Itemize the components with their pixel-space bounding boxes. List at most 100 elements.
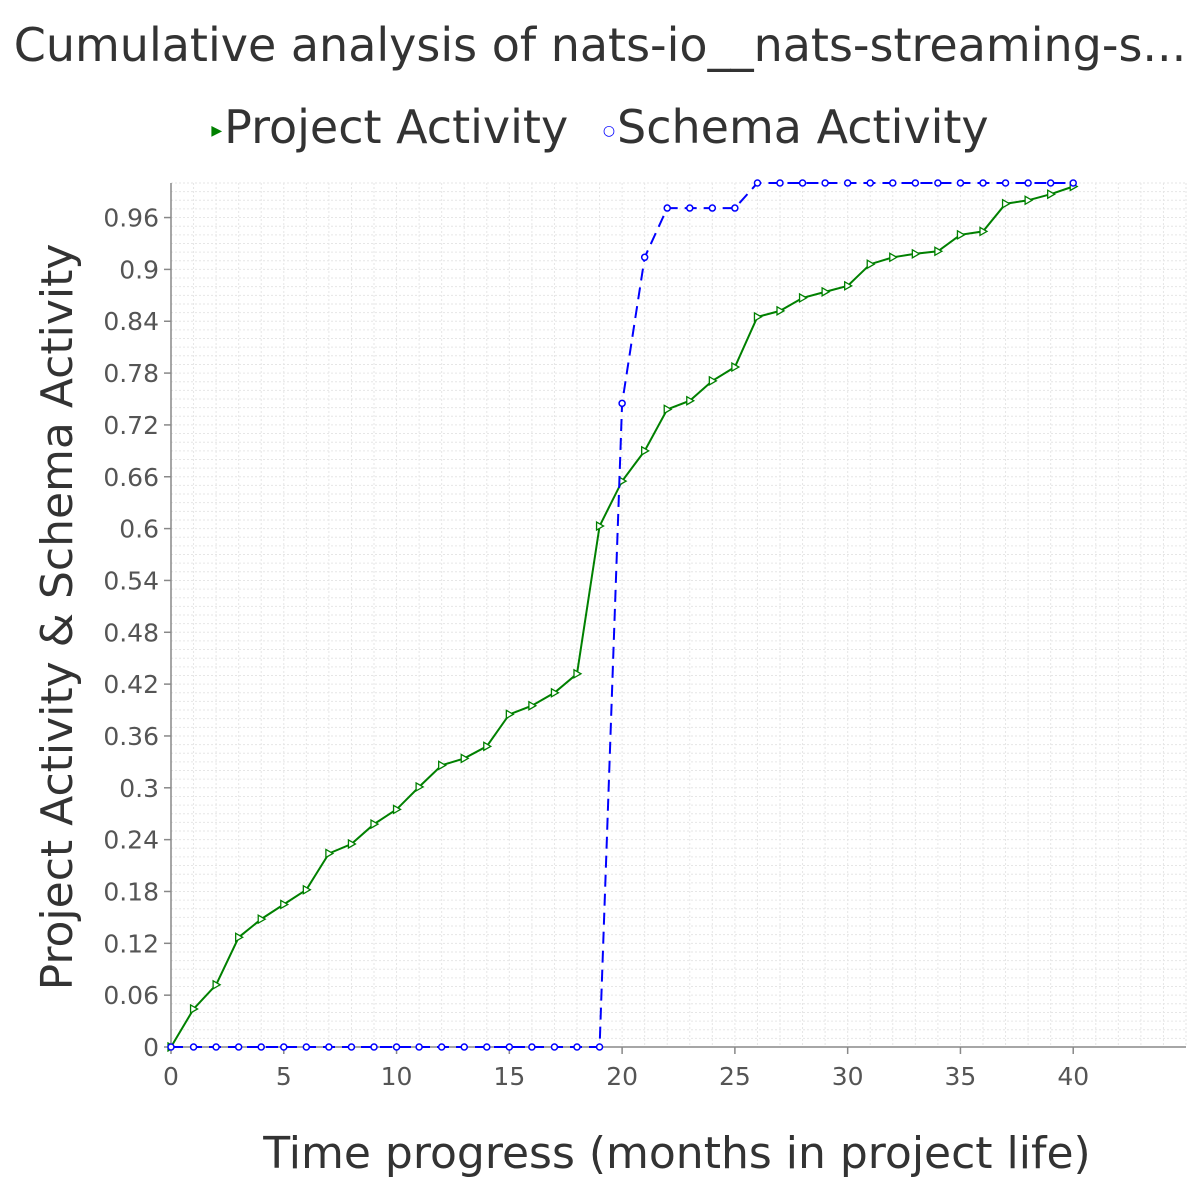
x-tick-label: 15	[493, 1062, 525, 1091]
y-tick-label: 0.72	[103, 411, 159, 440]
tick-labels: 0 5 10 15 20 25 30 35 40 0 0.06 0.12 0.18 0.24 0.3 0.36…	[103, 204, 1089, 1091]
data-point	[889, 252, 899, 263]
x-tick-label: 5	[276, 1062, 292, 1091]
data-point	[1024, 195, 1034, 206]
data-point	[505, 1043, 514, 1051]
data-point	[483, 1043, 491, 1051]
y-tick-label: 0.9	[119, 255, 159, 284]
triangle-marker-icon: ▶	[211, 122, 223, 139]
y-tick-label: 0.24	[103, 826, 159, 855]
circle-marker-icon: ○	[602, 122, 616, 139]
y-tick-label: 0.96	[103, 204, 159, 233]
data-point	[934, 246, 944, 257]
series	[167, 179, 1079, 1053]
data-point	[731, 204, 739, 212]
x-axis-title: Time progress (months in project life)	[262, 1128, 1090, 1179]
data-point	[798, 292, 808, 304]
y-tick-label: 0.36	[103, 722, 159, 751]
data-point	[550, 687, 560, 698]
data-point	[392, 1043, 401, 1051]
data-point	[595, 1043, 604, 1051]
data-point	[257, 1043, 265, 1051]
data-point	[392, 804, 402, 815]
y-tick-label: 0.42	[103, 670, 159, 699]
data-point	[573, 668, 583, 679]
y-tick-label: 0.12	[103, 929, 159, 958]
data-point	[1001, 198, 1011, 209]
data-point	[1046, 179, 1055, 187]
data-point	[731, 361, 741, 373]
data-point	[640, 253, 649, 262]
data-point	[280, 899, 290, 910]
y-axis-title: Project Activity & Schema Activity	[32, 244, 83, 991]
chart-title: Cumulative analysis of nats-io__nats-str…	[13, 18, 1187, 72]
data-point	[798, 179, 807, 187]
data-point	[573, 1043, 581, 1051]
data-point	[1069, 179, 1077, 187]
x-tick-label: 35	[945, 1062, 977, 1091]
data-point	[686, 395, 696, 406]
data-point	[866, 259, 876, 270]
data-point	[347, 838, 357, 850]
data-point	[843, 179, 852, 187]
legend-item-project-activity: ▶Project Activity	[211, 100, 568, 154]
y-tick-label: 0.78	[103, 359, 159, 388]
data-point	[1047, 189, 1056, 200]
data-point	[528, 1043, 536, 1051]
data-point	[844, 280, 853, 291]
data-point	[234, 1043, 243, 1051]
data-point	[189, 1003, 199, 1015]
data-point	[437, 1043, 446, 1051]
data-point	[595, 520, 605, 532]
data-point	[821, 179, 829, 187]
x-tick-label: 40	[1057, 1062, 1089, 1091]
data-point	[550, 1043, 559, 1051]
data-point	[505, 709, 515, 720]
data-point	[460, 1043, 468, 1051]
y-tick-label: 0.6	[119, 515, 159, 544]
data-point	[821, 286, 831, 297]
data-point	[483, 741, 493, 752]
data-point	[302, 1043, 311, 1051]
axes	[164, 183, 1186, 1054]
data-point	[167, 1043, 175, 1051]
data-point	[415, 1043, 423, 1051]
data-point	[325, 1043, 333, 1051]
data-point	[911, 179, 920, 187]
data-point	[753, 311, 763, 323]
data-point	[212, 979, 222, 990]
data-point	[776, 305, 786, 316]
data-point	[325, 848, 335, 859]
data-point	[1024, 179, 1032, 187]
series-schema-activity	[167, 179, 1077, 1051]
y-tick-label: 0.84	[103, 307, 159, 336]
y-tick-label: 0	[143, 1033, 159, 1062]
data-point	[1001, 179, 1010, 187]
data-point	[663, 404, 673, 415]
legend-label-project-activity: Project Activity	[224, 100, 569, 154]
data-point	[889, 179, 897, 187]
y-tick-label: 0.66	[103, 463, 159, 492]
grid	[170, 182, 1187, 1048]
x-tick-label: 25	[719, 1062, 751, 1091]
x-tick-label: 30	[832, 1062, 864, 1091]
data-point	[618, 399, 626, 408]
data-point	[956, 229, 966, 240]
y-tick-label: 0.3	[119, 774, 159, 803]
legend-label-schema-activity: Schema Activity	[617, 100, 989, 154]
data-point	[708, 204, 717, 212]
series-project-activity	[167, 181, 1079, 1053]
data-point	[280, 1043, 288, 1051]
data-point	[415, 781, 425, 793]
data-point	[776, 179, 784, 187]
data-point	[189, 1043, 198, 1051]
data-point	[708, 375, 718, 386]
x-tick-label: 20	[606, 1062, 638, 1091]
data-point	[641, 445, 650, 456]
data-point	[347, 1043, 356, 1051]
data-point	[370, 818, 380, 830]
legend-item-schema-activity: ○Schema Activity	[603, 100, 989, 154]
data-point	[911, 248, 921, 259]
y-tick-label: 0.48	[103, 618, 159, 647]
data-point	[663, 204, 671, 212]
